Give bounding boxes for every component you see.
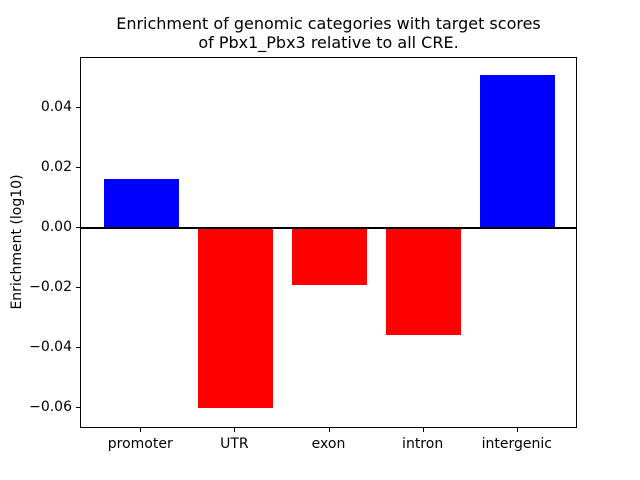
y-tick-label: −0.02 <box>29 278 72 295</box>
y-tick-mark <box>76 166 80 168</box>
chart-title: Enrichment of genomic categories with ta… <box>80 14 577 52</box>
x-tick-mark <box>234 428 236 432</box>
bar-intergenic <box>480 75 556 228</box>
bar-exon <box>291 227 368 286</box>
x-tick-mark <box>140 428 142 432</box>
y-tick-mark <box>76 346 80 348</box>
bar-intron <box>385 227 462 335</box>
y-tick-mark <box>76 286 80 288</box>
y-tick-label: −0.04 <box>29 338 72 355</box>
chart-title-line-1: Enrichment of genomic categories with ta… <box>116 14 541 33</box>
y-tick-label: −0.06 <box>29 398 72 415</box>
x-tick-label-intergenic: intergenic <box>481 436 552 452</box>
y-tick-mark <box>76 406 80 408</box>
y-tick-mark <box>76 226 80 228</box>
y-tick-label: 0.02 <box>40 158 72 175</box>
x-tick-label-promoter: promoter <box>107 436 173 452</box>
y-tick-mark <box>76 106 80 108</box>
y-tick-label: 0.00 <box>40 218 72 235</box>
bar-promoter <box>103 178 179 228</box>
chart-title-line-2: of Pbx1_Pbx3 relative to all CRE. <box>198 33 459 52</box>
bar-UTR <box>197 227 274 408</box>
x-tick-label-intron: intron <box>402 436 444 452</box>
y-tick-label: 0.04 <box>40 98 72 115</box>
x-tick-mark <box>328 428 330 432</box>
x-tick-mark <box>422 428 424 432</box>
zero-line <box>81 226 576 229</box>
x-tick-label-exon: exon <box>311 436 346 452</box>
x-tick-label-UTR: UTR <box>220 436 249 452</box>
plot-area <box>80 57 577 428</box>
x-tick-mark <box>516 428 518 432</box>
